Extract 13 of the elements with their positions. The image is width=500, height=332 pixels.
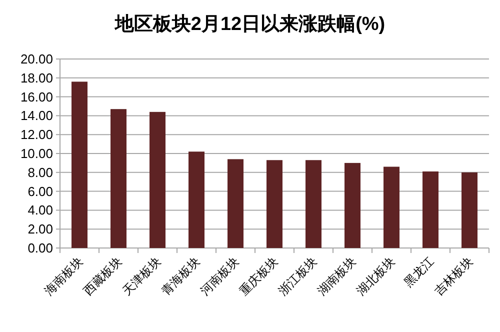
y-tick-label: 0.00 bbox=[28, 240, 53, 256]
y-tick-label: 12.00 bbox=[20, 127, 53, 142]
x-tick-label: 黑龙江 bbox=[401, 254, 437, 290]
y-tick-label: 20.00 bbox=[20, 52, 53, 66]
y-tick-label: 6.00 bbox=[28, 184, 53, 199]
chart-title: 地区板块2月12日以来涨跌幅(%) bbox=[114, 13, 386, 35]
y-tick-label: 16.00 bbox=[20, 89, 53, 104]
y-tick-label: 8.00 bbox=[28, 164, 53, 180]
y-tick-label: 14.00 bbox=[20, 108, 53, 124]
y-tick-label: 2.00 bbox=[28, 222, 53, 237]
y-tick-label: 18.00 bbox=[20, 70, 53, 86]
y-tick-label: 4.00 bbox=[28, 202, 53, 218]
y-tick-label: 10.00 bbox=[20, 146, 53, 161]
